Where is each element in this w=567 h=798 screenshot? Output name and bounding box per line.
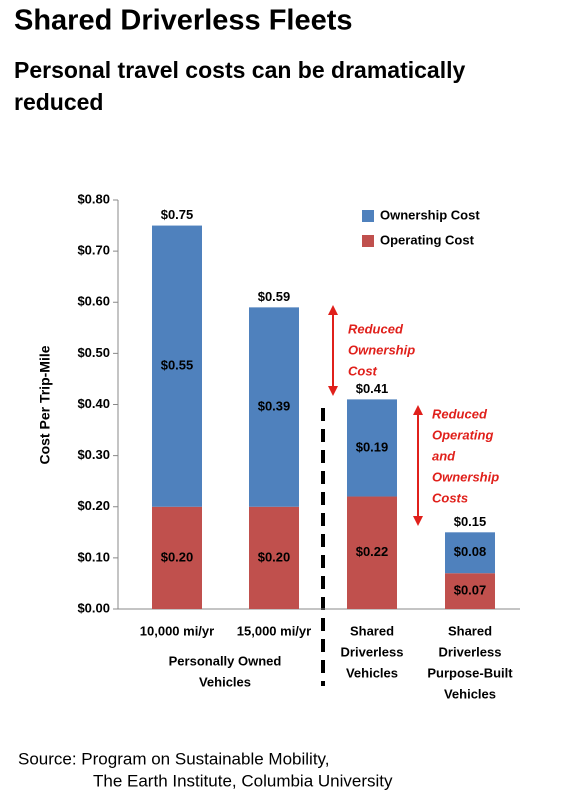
bar-segment [249,307,299,507]
value-label: $0.20 [161,549,194,564]
annotation: Reduced [432,406,488,421]
y-tick-label: $0.40 [77,396,110,411]
total-label: $0.41 [356,381,389,396]
x-tick-label: Driverless [439,644,502,659]
annotation: Costs [432,490,468,505]
y-tick-label: $0.10 [77,549,110,564]
value-label: $0.22 [356,544,389,559]
y-tick-label: $0.00 [77,600,110,615]
value-label: $0.08 [454,544,487,559]
legend-swatch [362,210,374,222]
legend-label: Operating Cost [380,232,475,247]
chart-subtitle: reduced [14,89,103,115]
bar-segment [445,532,495,574]
value-label: $0.39 [258,398,291,413]
source: The Earth Institute, Columbia University [93,771,393,790]
y-tick-label: $0.60 [77,294,110,309]
legend-label: Ownership Cost [380,207,480,222]
bar-segment [347,399,397,497]
y-tick-label: $0.80 [77,191,110,206]
total-label: $0.15 [454,514,487,529]
total-label: $0.75 [161,207,194,222]
group-label: Personally Owned [169,653,282,668]
bar-segment [152,225,202,507]
x-tick-label: Purpose-Built [427,665,513,680]
bar-segment [347,496,397,609]
bar-segment [152,506,202,609]
bar-segment [445,573,495,609]
value-label: $0.55 [161,358,194,373]
x-tick-label: 10,000 mi/yr [140,623,214,638]
y-tick-label: $0.30 [77,447,110,462]
total-label: $0.59 [258,289,291,304]
chart-subtitle: Personal travel costs can be dramaticall… [14,57,465,83]
annotation: Cost [348,363,378,378]
x-tick-label: Shared [448,623,492,638]
y-tick-label: $0.50 [77,345,110,360]
source: Source: Program on Sustainable Mobility, [18,749,330,768]
x-tick-label: Vehicles [346,665,398,680]
value-label: $0.07 [454,583,487,598]
legend-swatch [362,235,374,247]
annotation: Operating [432,427,493,442]
y-tick-label: $0.20 [77,498,110,513]
x-tick-label: Vehicles [444,686,496,701]
annotation: and [432,448,456,463]
value-label: $0.20 [258,549,291,564]
value-label: $0.19 [356,439,389,454]
x-tick-label: Shared [350,623,394,638]
x-tick-label: 15,000 mi/yr [237,623,311,638]
bar-segment [249,506,299,609]
group-label: Vehicles [199,674,251,689]
y-tick-label: $0.70 [77,243,110,258]
annotation: Ownership [432,469,499,484]
y-axis-label: Cost Per Trip-Mile [37,345,53,464]
chart-title: Shared Driverless Fleets [14,5,353,37]
annotation: Ownership [348,342,415,357]
annotation: Reduced [348,321,404,336]
x-tick-label: Driverless [341,644,404,659]
